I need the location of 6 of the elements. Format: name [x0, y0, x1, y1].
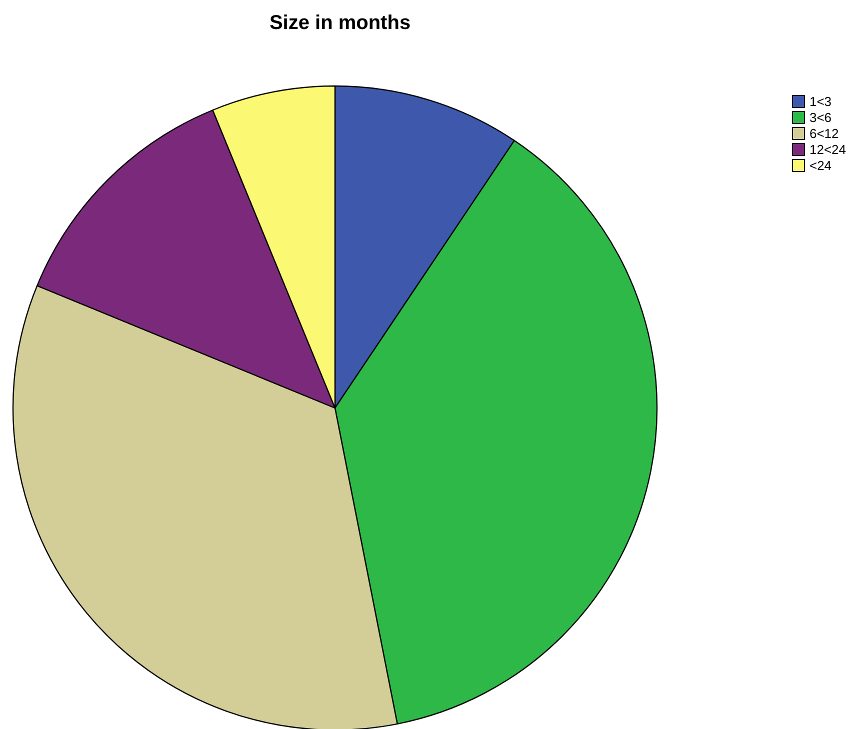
legend-label: <24 — [809, 158, 832, 173]
legend-label: 3<6 — [809, 110, 832, 125]
legend-label: 12<24 — [809, 142, 846, 157]
legend-label: 6<12 — [809, 126, 839, 141]
chart-title: Size in months — [269, 12, 411, 34]
legend-label: 1<3 — [809, 94, 832, 109]
